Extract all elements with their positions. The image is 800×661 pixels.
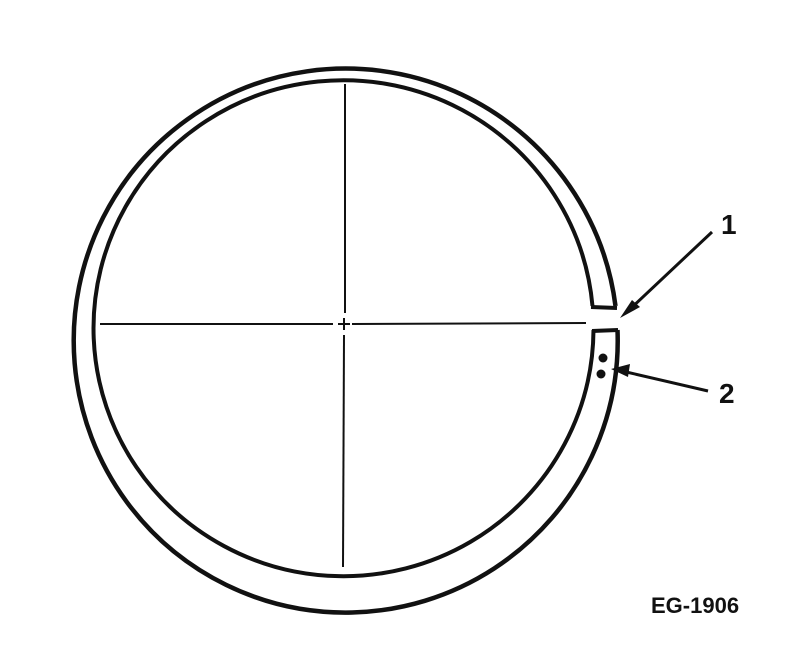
vertical-centerline-lower [342, 334, 345, 568]
horizontal-centerline-right [351, 322, 587, 325]
callout-label-1: 1 [721, 209, 737, 240]
leader-1 [620, 230, 714, 318]
ring-inner-edge [91, 78, 596, 579]
ring-mark-dot-lower [596, 369, 606, 379]
callout-label-2: 2 [719, 378, 735, 409]
arrowhead-1 [620, 300, 640, 318]
arrowhead-2 [611, 364, 630, 377]
ring-outer-edge [71, 66, 620, 615]
leader-2 [611, 364, 709, 393]
centerlines [100, 84, 587, 568]
ring-mark-dot-upper [598, 353, 608, 363]
ring-gap-upper-end [590, 305, 618, 310]
figure-code: EG-1906 [651, 593, 739, 618]
ring-gap-lower-end [591, 328, 619, 333]
